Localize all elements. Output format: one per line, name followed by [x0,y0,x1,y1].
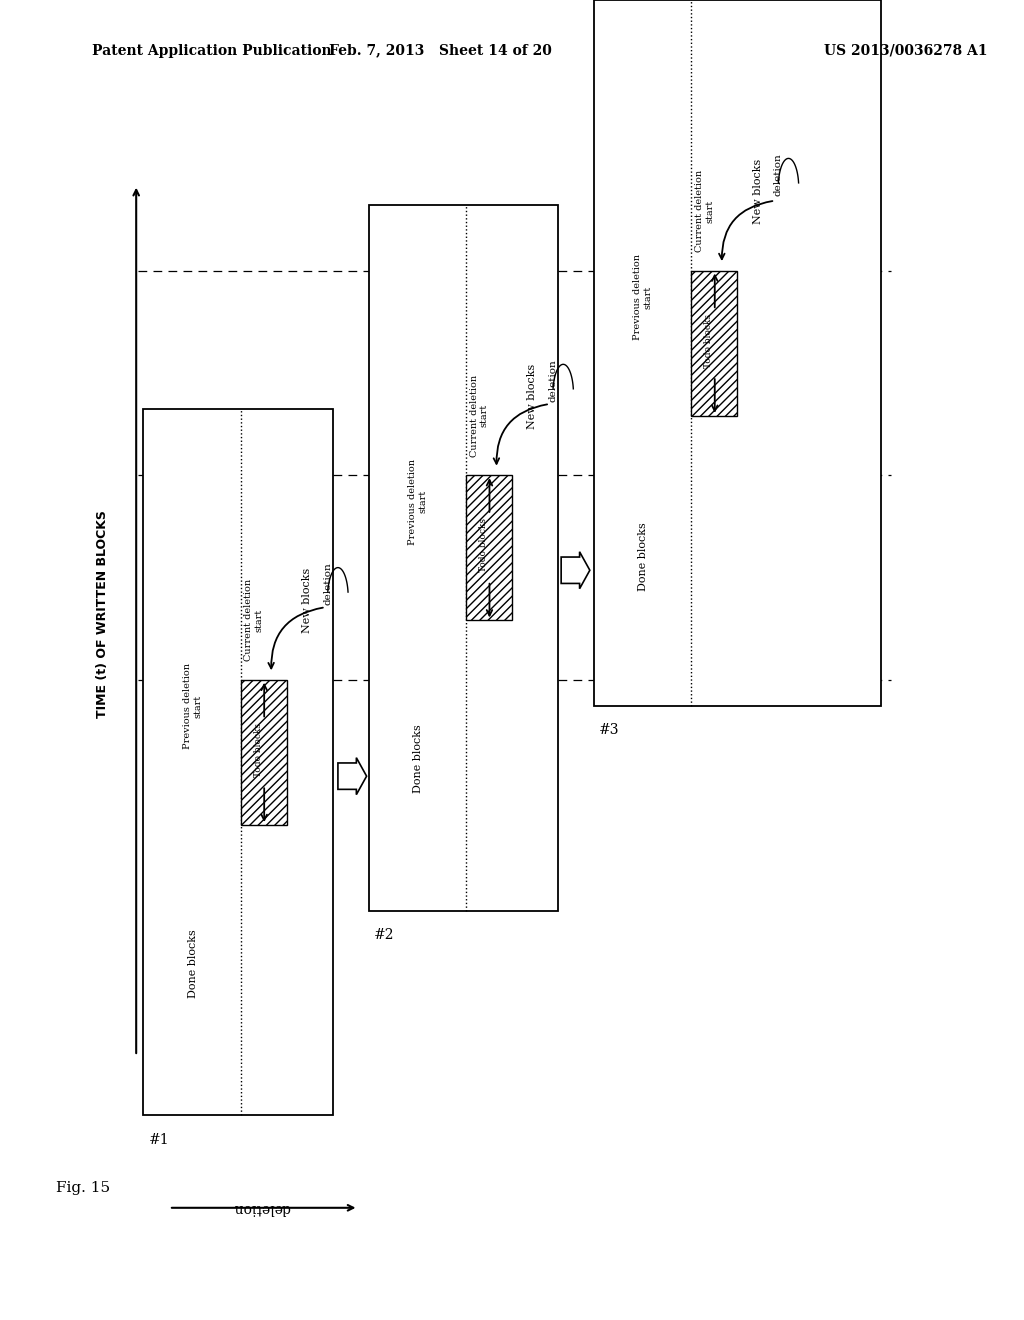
Text: Current deletion
start: Current deletion start [470,375,488,457]
Text: deletion: deletion [324,562,332,605]
Bar [241,680,287,825]
Bar [143,409,333,1115]
Text: #3: #3 [599,723,620,738]
Text: Previous deletion
start: Previous deletion start [634,253,652,341]
FancyArrow shape [561,552,590,589]
Bar [369,205,558,911]
Text: deletion: deletion [549,359,557,401]
Text: New blocks: New blocks [753,158,763,224]
Text: deletion: deletion [232,1201,290,1214]
Text: TIME (t) OF WRITTEN BLOCKS: TIME (t) OF WRITTEN BLOCKS [96,510,109,718]
Text: #2: #2 [374,928,394,942]
Bar [594,0,881,706]
Text: New blocks: New blocks [302,568,312,634]
Text: Previous deletion
start: Previous deletion start [183,663,202,750]
Text: Previous deletion
start: Previous deletion start [409,458,427,545]
Text: deletion: deletion [774,153,782,195]
Text: US 2013/0036278 A1: US 2013/0036278 A1 [824,44,988,58]
FancyArrow shape [338,758,367,795]
Bar [466,475,512,620]
Text: Todo blocks: Todo blocks [705,314,713,367]
Text: Todo blocks: Todo blocks [479,519,487,572]
Text: Fig. 15: Fig. 15 [56,1181,111,1196]
Text: Current deletion
start: Current deletion start [695,170,714,252]
Text: Done blocks: Done blocks [638,523,648,591]
Text: Feb. 7, 2013   Sheet 14 of 20: Feb. 7, 2013 Sheet 14 of 20 [329,44,552,58]
Text: Todo blocks: Todo blocks [254,723,262,776]
Text: New blocks: New blocks [527,363,538,429]
Text: Done blocks: Done blocks [187,929,198,998]
Text: Current deletion
start: Current deletion start [245,579,263,661]
Text: Patent Application Publication: Patent Application Publication [92,44,332,58]
Bar [691,271,737,416]
Text: #1: #1 [148,1133,169,1147]
Text: Done blocks: Done blocks [413,725,423,793]
